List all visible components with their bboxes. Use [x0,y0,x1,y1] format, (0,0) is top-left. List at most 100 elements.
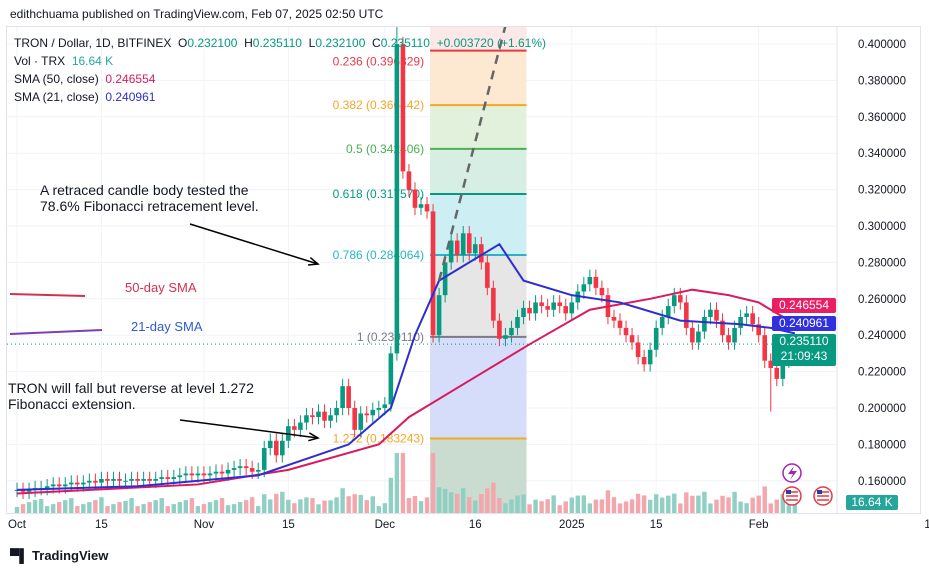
candle-body [201,473,207,476]
volume-bar [207,502,213,513]
candle-body [424,204,430,212]
fib-zone [430,27,527,51]
volume-bar [249,497,255,513]
volume-bar [394,453,400,513]
volume-bar [720,495,725,513]
volume-bar [509,499,514,513]
volume-bar [527,504,532,513]
candle-body [665,306,671,317]
annotation-fib-retracement: A retraced candle body tested the 78.6% F… [40,182,259,214]
candle-body [617,320,623,328]
sma21-label: SMA (21, close) [14,90,99,104]
candle-body [358,413,364,430]
volume-bar [485,488,490,513]
candle-body [123,480,128,482]
candle-body [708,309,713,317]
x-tick-label: Dec [375,519,396,531]
candle-body [183,473,189,476]
fib-level-label: 0.236 (0.396329) [333,55,424,69]
candle-body [394,44,400,354]
fib-level-label: 0.5 (0.342406) [346,142,424,156]
candle-body [509,327,514,336]
volume-bar [69,498,74,513]
candle-body [189,473,195,476]
candle-body [611,317,617,321]
candle-body [406,171,412,190]
y-tick-label: 0.340000 [858,148,906,160]
volume-bar [44,506,50,513]
legend-volume[interactable]: Vol · TRX 16.64 K [14,54,113,68]
volume-bar [123,501,128,513]
candle-body [129,478,134,481]
volume-bar [611,497,617,513]
x-tick-label: 15 [282,519,295,531]
sma50-line [16,288,796,495]
brand-name: TradingView [32,548,109,563]
volume-bar [454,493,460,513]
candle-body [400,44,406,172]
volume-bar [617,503,623,513]
sma50-price-tag: 0.246554 [772,298,836,313]
volume-bar [762,486,767,513]
legend-sma50[interactable]: SMA (50, close) 0.246554 [14,72,155,86]
candle-body [581,284,587,292]
candle-body [744,313,749,317]
x-tick-label: Nov [194,519,215,531]
flag-canton [817,490,822,494]
volume-bar [750,497,755,513]
fib-level-label: 1.272 (0.183243) [333,431,424,445]
volume-bar [599,499,605,513]
volume-value: 16.64 K [71,54,114,68]
candle-body [714,309,719,321]
volume-bar [629,499,635,513]
candle-body [641,357,647,365]
volume-bar [262,494,267,513]
candle-body [472,244,478,254]
candle-body [702,317,707,332]
volume-bar [744,503,749,513]
candle-body [623,327,629,336]
sma21-line [16,242,796,491]
candle-body [515,317,520,328]
volume-bar [201,504,207,513]
x-tick-label: Feb [749,519,769,531]
volume-bar [780,494,786,513]
fib-zone [430,336,527,439]
y-tick-label: 0.360000 [858,112,906,124]
volume-bar [581,495,587,513]
candle-body [732,327,737,343]
candle-body [442,262,448,296]
volume-bar [533,499,538,513]
candle-body [671,295,677,307]
volume-bar [756,495,761,513]
candle-body [171,477,177,479]
candle-body [418,204,424,208]
legend-sma21[interactable]: SMA (21, close) 0.240961 [14,90,155,104]
candle-body [75,482,80,485]
candle-body [231,468,237,470]
symbol-name[interactable]: TRON / Dollar, 1D, BITFINEX [14,36,172,50]
volume-bar [491,482,496,513]
candle-body [436,295,442,336]
candle-body [684,302,689,328]
candle-body [273,440,279,456]
volume-bar [38,499,44,513]
candle-body [237,466,243,469]
annotation-line: Fibonacci extension. [8,396,136,412]
candle-body [412,189,418,208]
volume-bar [147,502,152,513]
sma50-label: SMA (50, close) [14,72,99,86]
volume-bar [678,503,683,513]
volume-bar [593,499,599,513]
volume-bar [57,502,62,513]
candle-body [334,408,339,416]
volume-bar [183,500,189,513]
volume-bar [358,494,363,513]
annotation-sma21: 21-day SMA [131,319,203,334]
volume-bar [424,497,430,513]
tradingview-logo[interactable]: ▀▌ TradingView [10,548,108,563]
volume-bar [647,499,653,513]
volume-bar [105,506,110,513]
volume-bar [189,498,195,513]
